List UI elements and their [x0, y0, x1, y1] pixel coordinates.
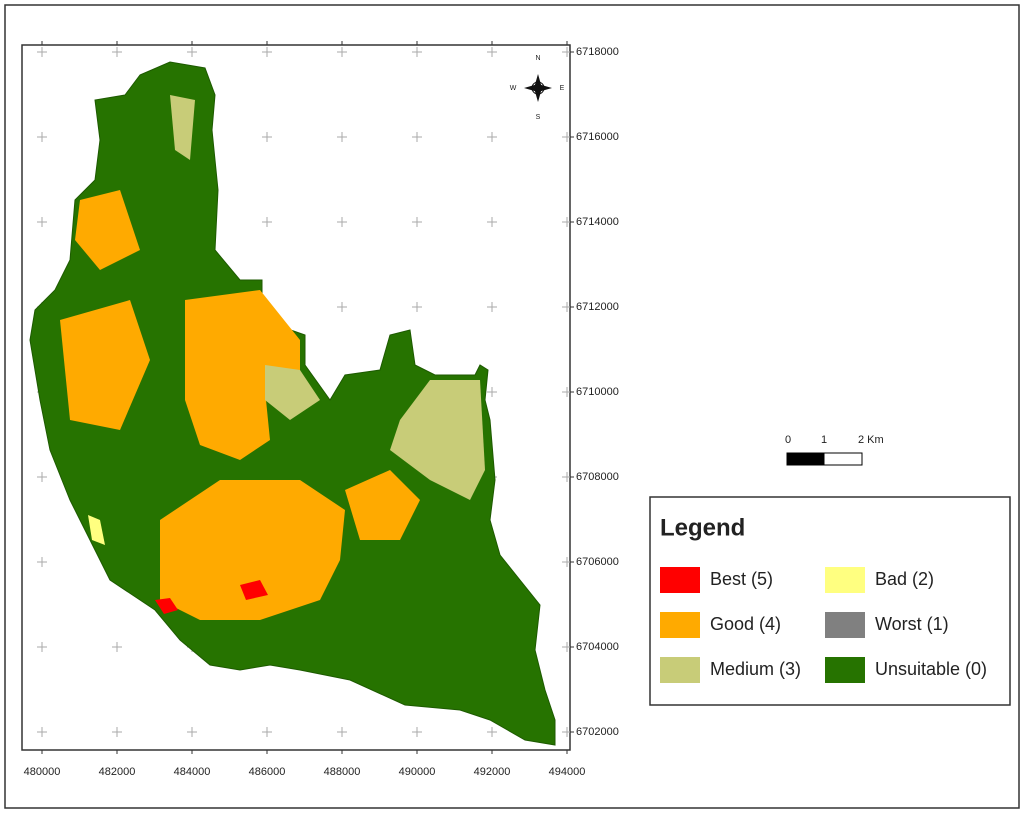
- north-arrow: N S W E: [510, 55, 565, 121]
- y-tick-label: 6714000: [576, 216, 619, 228]
- legend-label: Good (4): [710, 614, 781, 634]
- legend-label: Bad (2): [875, 569, 934, 589]
- good-area: [75, 190, 140, 270]
- legend-title: Legend: [660, 514, 745, 541]
- study-area: [29, 61, 556, 746]
- medium-area: [265, 365, 320, 420]
- best-area: [240, 580, 268, 600]
- bad-area: [88, 515, 105, 545]
- good-area: [160, 480, 345, 620]
- y-tick-label: 6716000: [576, 131, 619, 143]
- good-area: [345, 470, 420, 540]
- y-tick-label: 6706000: [576, 556, 619, 568]
- south-label: S: [536, 114, 541, 121]
- legend-label: Best (5): [710, 569, 773, 589]
- legend-swatch: [825, 612, 865, 638]
- legend-swatch: [660, 612, 700, 638]
- x-tick-label: 488000: [324, 766, 361, 778]
- x-tick-label: 492000: [474, 766, 511, 778]
- scale-segment: [786, 452, 825, 466]
- x-tick-label: 482000: [99, 766, 136, 778]
- good-area: [60, 300, 150, 430]
- legend: Legend Best (5) Bad (2) Good (4) Worst (1) M…: [649, 496, 1011, 706]
- x-tick-label: 494000: [549, 766, 586, 778]
- best-area: [155, 598, 178, 614]
- scale-bar: 0 1 2 Km: [785, 434, 884, 466]
- legend-label: Worst (1): [875, 614, 949, 634]
- medium-area: [170, 95, 195, 160]
- west-label: W: [510, 85, 517, 92]
- legend-swatch: [825, 657, 865, 683]
- y-tick-label: 6708000: [576, 471, 619, 483]
- y-tick-label: 6702000: [576, 726, 619, 738]
- scale-label: 2 Km: [858, 434, 884, 446]
- x-tick-label: 490000: [399, 766, 436, 778]
- x-tick-label: 480000: [24, 766, 61, 778]
- legend-swatch: [660, 567, 700, 593]
- legend-swatch: [825, 567, 865, 593]
- scale-label: 1: [821, 434, 827, 446]
- scale-segment: [823, 452, 863, 466]
- y-tick-label: 6718000: [576, 46, 619, 58]
- x-tick-label: 486000: [249, 766, 286, 778]
- good-area: [185, 290, 300, 460]
- medium-area: [390, 380, 485, 500]
- north-label: N: [535, 55, 540, 62]
- y-tick-label: 6710000: [576, 386, 619, 398]
- legend-label: Medium (3): [710, 659, 801, 679]
- arrow-ring: [531, 81, 545, 95]
- scale-label: 0: [785, 434, 791, 446]
- x-tick-label: 484000: [174, 766, 211, 778]
- y-tick-label: 6712000: [576, 301, 619, 313]
- legend-swatch: [660, 657, 700, 683]
- legend-label: Unsuitable (0): [875, 659, 987, 679]
- arrow-we: [524, 84, 552, 92]
- east-label: E: [560, 85, 565, 92]
- y-tick-label: 6704000: [576, 641, 619, 653]
